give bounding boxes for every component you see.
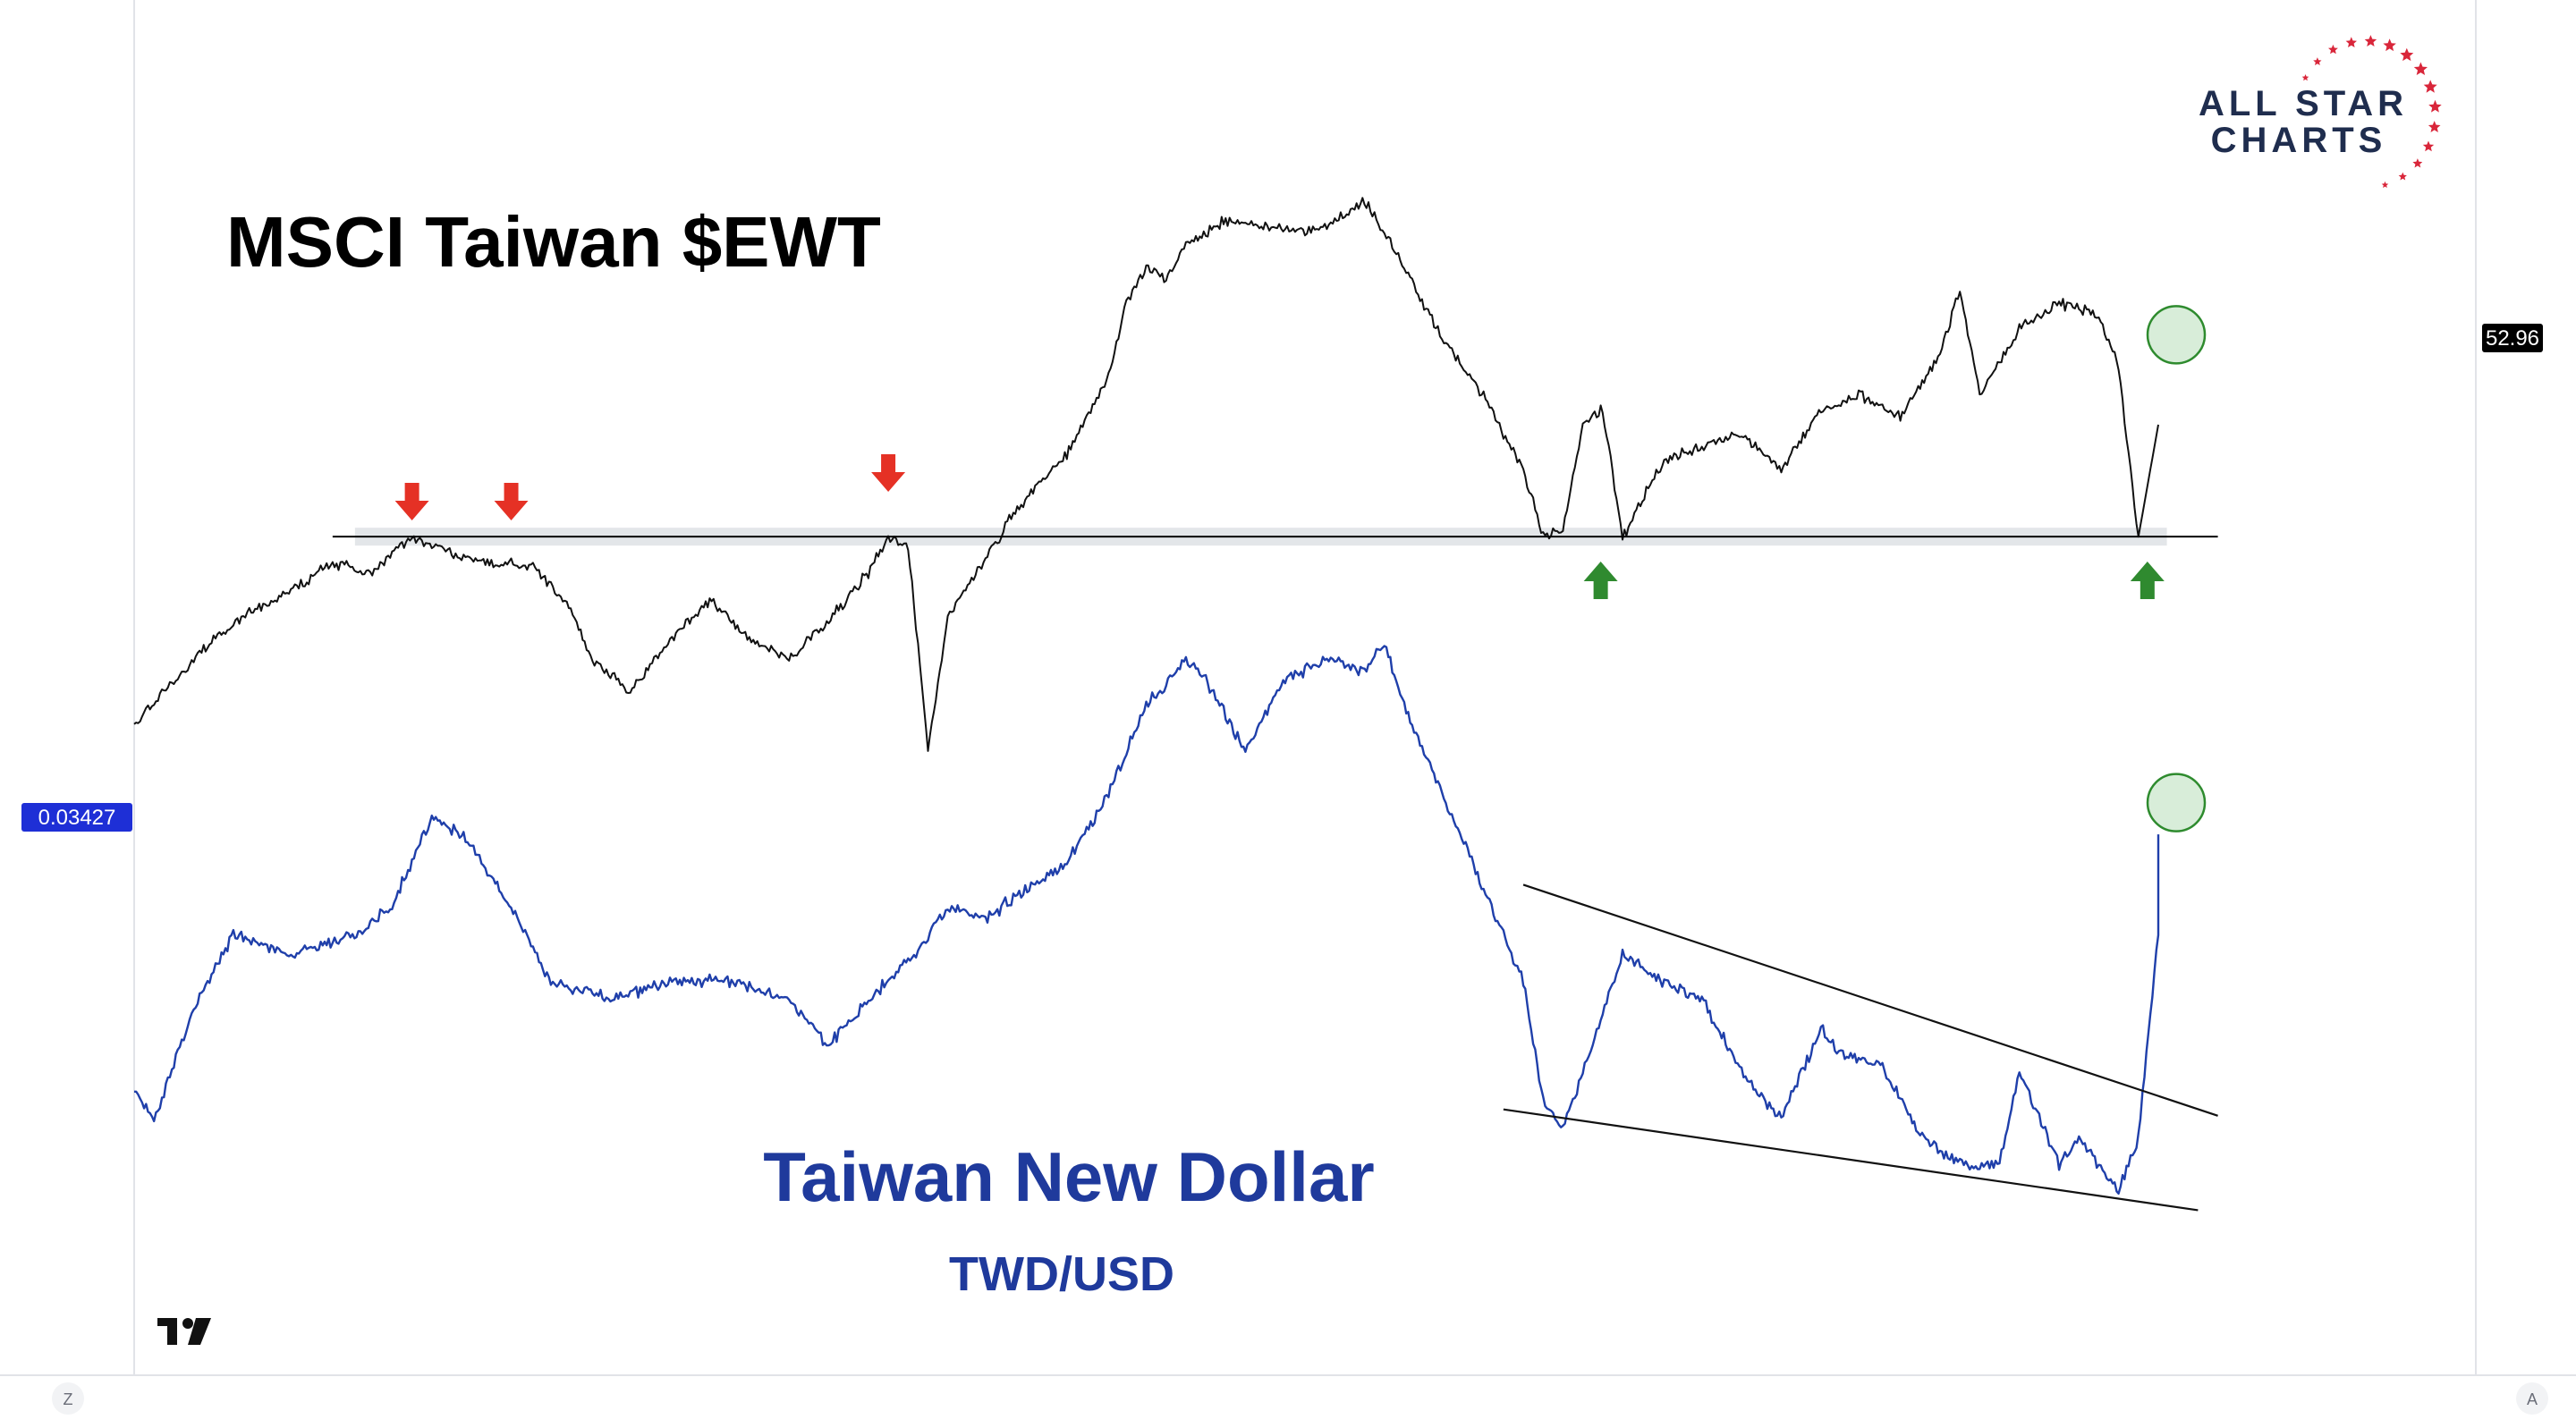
series-line-ewt bbox=[133, 197, 2159, 752]
chart-subtitle-main: Taiwan New Dollar bbox=[763, 1137, 1374, 1216]
twd-last-price-label: 0.03427 bbox=[38, 806, 116, 830]
timezone-badge-label: Z bbox=[64, 1390, 73, 1408]
logo-line2: CHARTS bbox=[2211, 121, 2387, 160]
ewt-last-price-tag: 52.96 bbox=[2482, 324, 2543, 352]
logo-star-icon bbox=[2328, 44, 2338, 55]
green-up-arrow-icon bbox=[2130, 562, 2165, 599]
logo-star-icon bbox=[2383, 38, 2396, 52]
highlight-circle bbox=[2146, 773, 2207, 832]
wedge-upper-trendline bbox=[1522, 883, 2218, 1117]
wedge-lower-trendline bbox=[1503, 1108, 2199, 1212]
logo-star-icon bbox=[2428, 99, 2442, 113]
logo-line1: ALL STAR bbox=[2199, 84, 2408, 123]
logo-star-icon bbox=[2345, 37, 2357, 47]
red-down-arrow-icon bbox=[494, 483, 529, 520]
timezone-badge[interactable]: Z bbox=[52, 1382, 84, 1415]
auto-scale-badge-label: A bbox=[2527, 1390, 2538, 1408]
logo-star-icon bbox=[2428, 121, 2441, 132]
chart-title: MSCI Taiwan $EWT bbox=[226, 202, 881, 282]
red-down-arrow-icon bbox=[871, 454, 906, 492]
auto-scale-badge[interactable]: A bbox=[2516, 1382, 2548, 1415]
logo-star-icon bbox=[2313, 57, 2322, 65]
logo-star-icon bbox=[2412, 158, 2423, 168]
highlight-circle bbox=[2146, 305, 2207, 365]
logo-star-icon bbox=[2423, 80, 2437, 93]
series-line-twd-usd bbox=[134, 645, 2160, 1195]
logo-star-icon bbox=[2381, 181, 2389, 189]
red-down-arrow-icon bbox=[394, 483, 429, 520]
twd-last-price-tag: 0.03427 bbox=[21, 803, 132, 832]
logo-star-icon bbox=[2364, 35, 2377, 46]
ewt-last-price-label: 52.96 bbox=[2486, 326, 2539, 351]
green-up-arrow-icon bbox=[1583, 562, 1618, 599]
logo-stars-arc-icon bbox=[2301, 35, 2442, 189]
logo-star-icon bbox=[2398, 172, 2407, 181]
allstarcharts-logo: ALL STAR CHARTS bbox=[2199, 35, 2442, 189]
logo-star-icon bbox=[2400, 47, 2414, 62]
logo-star-icon bbox=[2422, 140, 2435, 152]
tradingview-logo bbox=[157, 1318, 211, 1345]
chart-subtitle-pair: TWD/USD bbox=[949, 1247, 1174, 1301]
logo-star-icon bbox=[2413, 62, 2428, 75]
logo-star-icon bbox=[2301, 74, 2309, 81]
